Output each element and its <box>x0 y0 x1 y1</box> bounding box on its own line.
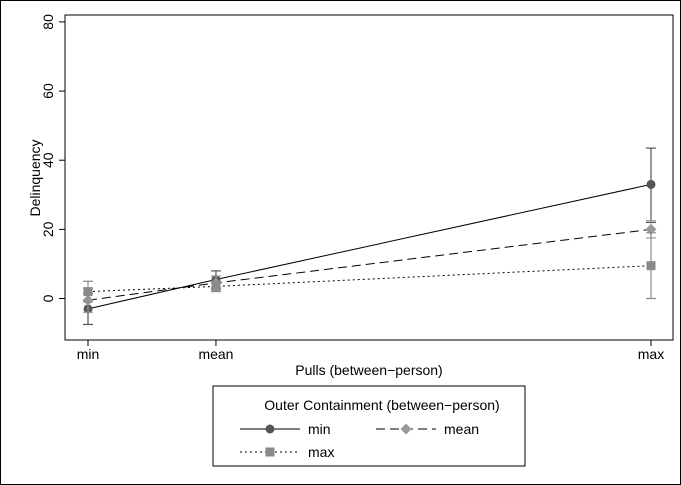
y-tick-label: 20 <box>40 221 56 237</box>
legend-label: min <box>308 421 331 437</box>
data-point <box>646 179 656 189</box>
legend-box <box>212 385 526 467</box>
legend-marker <box>265 447 275 457</box>
legend-title: Outer Containment (between−person) <box>264 397 499 413</box>
legend-marker <box>265 424 275 434</box>
legend-marker <box>400 423 412 435</box>
data-point <box>211 281 221 291</box>
y-tick-label: 40 <box>40 152 56 168</box>
x-axis-label: Pulls (between−person) <box>295 362 442 378</box>
series-max <box>83 232 656 303</box>
data-point <box>83 287 93 297</box>
y-axis: 0 20 40 60 80 <box>40 14 65 302</box>
legend-label: max <box>308 444 334 460</box>
plot-area <box>64 14 674 341</box>
y-tick-label: 80 <box>40 14 56 30</box>
data-point <box>645 223 657 235</box>
y-tick-label: 0 <box>40 294 56 302</box>
y-tick-label: 60 <box>40 83 56 99</box>
x-tick-label: max <box>638 346 664 362</box>
y-axis-label: Delinquency <box>27 139 43 216</box>
data-point <box>646 261 656 271</box>
legend-entry-max: max <box>240 444 334 460</box>
legend-entries: min mean max <box>240 421 479 460</box>
series-layer <box>82 147 657 326</box>
x-axis: min mean max <box>77 340 664 362</box>
legend-entry-mean: mean <box>376 421 479 437</box>
legend: Outer Containment (between−person) min me… <box>212 385 526 467</box>
x-tick-label: min <box>77 346 100 362</box>
legend-entry-min: min <box>240 421 331 437</box>
legend-label: mean <box>444 421 479 437</box>
x-tick-label: mean <box>198 346 233 362</box>
